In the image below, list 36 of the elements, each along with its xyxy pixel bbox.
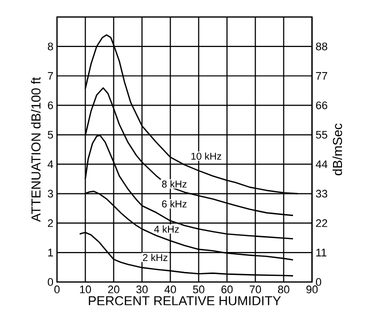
series-label: 10 kHz xyxy=(191,152,222,160)
y2-tick-label: 77 xyxy=(316,72,328,80)
y-tick-label: 3 xyxy=(48,190,53,198)
y-tick-label: 1 xyxy=(48,248,53,256)
y-axis-title: ATTENUATION dB/100 ft xyxy=(31,77,41,222)
x-tick-label: 50 xyxy=(193,286,204,294)
x-tick-label: 40 xyxy=(164,286,176,294)
series-label: 2 kHz xyxy=(142,254,168,261)
x-tick-label: 10 xyxy=(80,286,91,294)
x-tick-label: 20 xyxy=(108,286,120,294)
y2-tick-label: 33 xyxy=(316,190,328,198)
x-tick-label: 80 xyxy=(278,286,290,294)
y2-tick-label: 22 xyxy=(316,219,328,227)
y2-tick-label: 88 xyxy=(316,42,328,50)
y2-axis-title: dB/mSec xyxy=(332,124,342,176)
y2-tick-label: 55 xyxy=(316,130,328,139)
y2-tick-label: 0 xyxy=(316,278,322,286)
y2-tick-label: 44 xyxy=(316,160,328,168)
y-tick-label: 4 xyxy=(48,160,54,168)
x-tick-label: 30 xyxy=(136,286,148,294)
x-tick-label: 60 xyxy=(221,286,233,294)
y-tick-label: 6 xyxy=(48,101,53,110)
x-tick-label: 0 xyxy=(54,286,60,294)
y-tick-label: 7 xyxy=(48,72,53,80)
x-tick-label: 70 xyxy=(250,286,261,294)
series-label: 6 kHz xyxy=(162,200,187,208)
y-tick-label: 5 xyxy=(48,130,54,139)
y-tick-label: 2 xyxy=(48,219,53,227)
x-tick-label: 90 xyxy=(306,286,318,294)
series-label: 4 kHz xyxy=(154,225,179,233)
y-tick-label: 8 xyxy=(48,42,53,50)
x-axis-title: PERCENT RELATIVE HUMIDITY xyxy=(88,296,281,306)
y2-tick-label: 66 xyxy=(316,101,328,110)
y2-tick-label: 11 xyxy=(316,248,326,256)
y-tick-label: 0 xyxy=(48,278,54,286)
series-label: 8 kHz xyxy=(162,180,187,188)
